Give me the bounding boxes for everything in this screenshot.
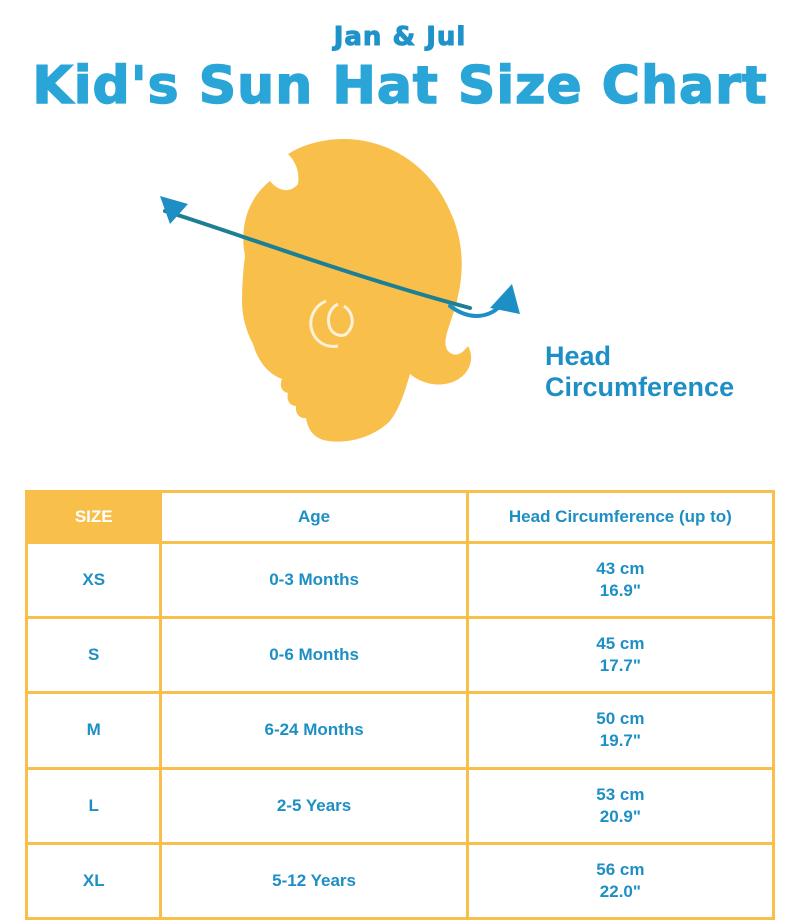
row-size-cell: L <box>27 768 161 843</box>
kid-head-illustration <box>150 136 550 446</box>
row-size-cell: XS <box>27 543 161 618</box>
table-row-s[interactable]: S 0-6 Months 45 cm 17.7" <box>27 618 774 693</box>
column-header-size: SIZE <box>27 492 161 543</box>
table-row-m[interactable]: M 6-24 Months 50 cm 19.7" <box>27 693 774 768</box>
row-age-cell: 6-24 Months <box>161 693 467 768</box>
head-silhouette-shape <box>242 139 471 442</box>
row-age-cell: 0-3 Months <box>161 543 467 618</box>
row-age-cell: 2-5 Years <box>161 768 467 843</box>
size-chart-table-wrap: SIZE Age Head Circumference (up to) XS 0… <box>25 490 775 920</box>
column-header-head-circumference: Head Circumference (up to) <box>467 492 773 543</box>
table-row-l[interactable]: L 2-5 Years 53 cm 20.9" <box>27 768 774 843</box>
size-chart-table[interactable]: SIZE Age Head Circumference (up to) XS 0… <box>25 490 775 920</box>
table-row-xs[interactable]: XS 0-3 Months 43 cm 16.9" <box>27 543 774 618</box>
row-size-cell: M <box>27 693 161 768</box>
table-row-xl[interactable]: XL 5-12 Years 56 cm 22.0" <box>27 843 774 918</box>
size-chart-page: Jan & Jul Kid's Sun Hat Size Chart Head … <box>0 0 800 800</box>
row-head-circumference-cell: 53 cm 20.9" <box>467 768 773 843</box>
row-size-cell: XL <box>27 843 161 918</box>
row-head-circumference-cell: 56 cm 22.0" <box>467 843 773 918</box>
table-header-row: SIZE Age Head Circumference (up to) <box>27 492 774 543</box>
row-head-circumference-cell: 43 cm 16.9" <box>467 543 773 618</box>
head-circumference-label: Head Circumference <box>545 341 734 403</box>
brand-label: Jan & Jul <box>0 22 800 52</box>
table-body: XS 0-3 Months 43 cm 16.9" S 0-6 Months 4… <box>27 543 774 919</box>
row-head-circumference-cell: 45 cm 17.7" <box>467 618 773 693</box>
column-header-age: Age <box>161 492 467 543</box>
header-section: Jan & Jul Kid's Sun Hat Size Chart <box>0 0 800 116</box>
row-age-cell: 5-12 Years <box>161 843 467 918</box>
row-head-circumference-cell: 50 cm 19.7" <box>467 693 773 768</box>
page-title: Kid's Sun Hat Size Chart <box>0 56 800 116</box>
row-age-cell: 0-6 Months <box>161 618 467 693</box>
illustration-section: Head Circumference <box>0 126 800 446</box>
row-size-cell: S <box>27 618 161 693</box>
